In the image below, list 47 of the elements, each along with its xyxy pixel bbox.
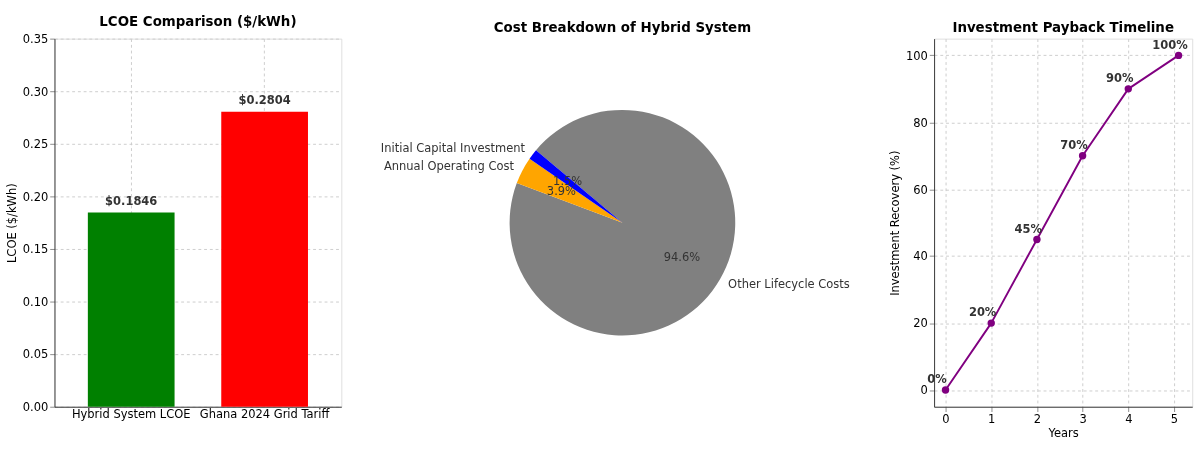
x-tick-label: 2 bbox=[1033, 411, 1042, 426]
data-label: $0.2804 bbox=[238, 93, 291, 108]
y-tick-label: 0.20 bbox=[22, 189, 49, 204]
data-label: 94.6% bbox=[663, 250, 701, 265]
y-axis-title: LCOE ($/kWh) bbox=[5, 183, 20, 264]
point bbox=[1124, 85, 1132, 93]
y-tick-label: 40 bbox=[913, 249, 928, 264]
y-tick-label: 0.00 bbox=[22, 400, 49, 415]
data-label: 90% bbox=[1105, 71, 1134, 86]
data-label: 45% bbox=[1014, 221, 1043, 236]
chart-title: Investment Payback Timeline bbox=[952, 19, 1174, 35]
data-label: $0.1846 bbox=[105, 193, 158, 208]
data-label: 100% bbox=[1152, 37, 1189, 52]
chart-title: LCOE Comparison ($/kWh) bbox=[99, 14, 297, 30]
point bbox=[987, 319, 995, 327]
data-label: 70% bbox=[1060, 138, 1089, 153]
y-tick-label: 0.10 bbox=[22, 294, 49, 309]
x-axis-title: Years bbox=[1047, 425, 1079, 440]
point bbox=[1078, 152, 1087, 160]
x-tick-label: 0 bbox=[942, 411, 950, 426]
point bbox=[1174, 51, 1183, 60]
y-tick-label: 0.30 bbox=[22, 84, 49, 99]
y-tick-label: 0 bbox=[920, 383, 928, 398]
x-tick-label: 3 bbox=[1079, 411, 1087, 426]
slice-label: Other Lifecycle Costs bbox=[728, 277, 850, 292]
chart-title: Cost Breakdown of Hybrid System bbox=[493, 19, 752, 35]
data-label: 3.9% bbox=[546, 183, 577, 198]
pie-slice bbox=[529, 150, 623, 223]
x-tick-label: 5 bbox=[1170, 411, 1179, 426]
y-tick-label: 100 bbox=[906, 48, 928, 63]
y-tick-label: 0.05 bbox=[22, 347, 49, 362]
slice-label: Annual Operating Cost bbox=[383, 158, 515, 173]
y-tick-label: 80 bbox=[913, 115, 928, 130]
slice-label: Initial Capital Investment bbox=[380, 141, 526, 156]
y-tick-label: 20 bbox=[913, 316, 928, 331]
x-tick-label: Ghana 2024 Grid Tariff bbox=[199, 406, 331, 421]
y-tick-label: 0.15 bbox=[22, 242, 49, 257]
y-tick-label: 0.25 bbox=[22, 137, 49, 152]
point bbox=[941, 386, 950, 394]
point bbox=[1033, 235, 1041, 244]
x-tick-label: 1 bbox=[988, 411, 996, 426]
data-label: 20% bbox=[968, 305, 997, 320]
y-tick-label: 60 bbox=[913, 182, 928, 197]
y-tick-label: 0.35 bbox=[22, 31, 49, 46]
y-axis-title: Investment Recovery (%) bbox=[888, 150, 903, 296]
x-tick-label: Hybrid System LCOE bbox=[71, 406, 191, 421]
x-tick-label: 4 bbox=[1125, 411, 1133, 426]
